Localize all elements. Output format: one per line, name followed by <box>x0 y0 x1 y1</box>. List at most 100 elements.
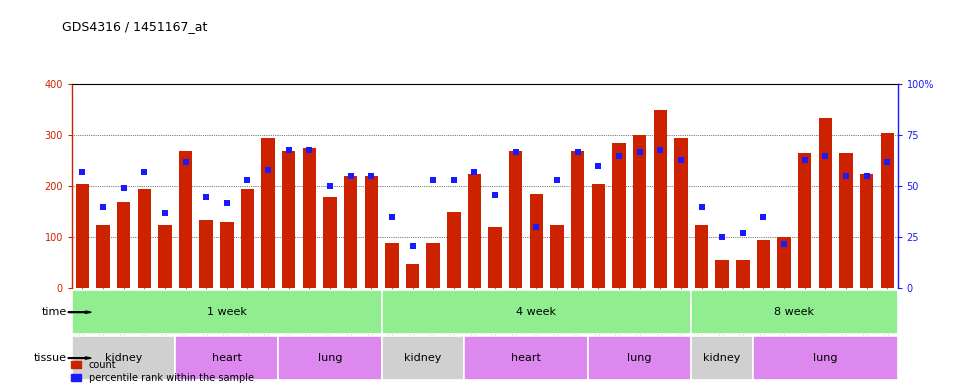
Text: tissue: tissue <box>35 353 67 363</box>
Point <box>364 173 379 179</box>
Point <box>838 173 853 179</box>
Bar <box>691 290 898 334</box>
Bar <box>588 336 691 380</box>
Bar <box>382 336 465 380</box>
Point <box>488 192 503 198</box>
Bar <box>798 153 811 288</box>
Bar <box>880 133 894 288</box>
Bar <box>674 138 687 288</box>
Bar <box>778 237 791 288</box>
Point <box>116 185 132 192</box>
Point <box>136 169 152 175</box>
Bar <box>344 176 357 288</box>
Text: GDS4316 / 1451167_at: GDS4316 / 1451167_at <box>62 20 207 33</box>
Text: kidney: kidney <box>404 353 442 363</box>
Bar <box>282 151 296 288</box>
Point <box>260 167 276 173</box>
Bar <box>302 148 316 288</box>
Point <box>178 159 193 165</box>
Point <box>549 177 564 184</box>
Bar <box>426 243 440 288</box>
Point <box>879 159 895 165</box>
Point <box>756 214 771 220</box>
Bar <box>550 225 564 288</box>
Point <box>673 157 688 163</box>
Point <box>199 194 214 200</box>
Text: time: time <box>42 307 67 317</box>
Point <box>219 200 234 206</box>
Bar <box>571 151 585 288</box>
Bar <box>200 220 213 288</box>
Point <box>405 243 420 249</box>
Text: heart: heart <box>511 353 541 363</box>
Bar <box>860 174 874 288</box>
Point <box>818 153 833 159</box>
Point <box>281 147 297 153</box>
Bar <box>220 222 233 288</box>
Bar <box>447 212 461 288</box>
Point <box>529 224 544 230</box>
Point <box>384 214 399 220</box>
Point <box>653 147 668 153</box>
Legend: count, percentile rank within the sample: count, percentile rank within the sample <box>67 356 257 384</box>
Bar <box>96 225 109 288</box>
Bar <box>72 290 382 334</box>
Point <box>508 149 523 155</box>
Text: lung: lung <box>318 353 343 363</box>
Point <box>735 230 751 237</box>
Bar <box>753 336 898 380</box>
Point <box>467 169 482 175</box>
Point <box>240 177 255 184</box>
Point <box>590 163 606 169</box>
Bar <box>278 336 381 380</box>
Bar <box>591 184 605 288</box>
Bar <box>530 194 543 288</box>
Bar <box>117 202 131 288</box>
Point <box>323 184 338 190</box>
Point <box>714 234 730 240</box>
Bar <box>179 151 192 288</box>
Bar <box>612 143 626 288</box>
Point <box>95 204 110 210</box>
Bar <box>158 225 172 288</box>
Point <box>797 157 812 163</box>
Bar <box>76 184 89 288</box>
Bar <box>175 336 278 380</box>
Bar <box>406 265 420 288</box>
Bar <box>241 189 254 288</box>
Bar <box>756 240 770 288</box>
Point <box>570 149 586 155</box>
Text: heart: heart <box>212 353 242 363</box>
Point <box>301 147 317 153</box>
Text: 8 week: 8 week <box>775 307 814 317</box>
Text: 4 week: 4 week <box>516 307 557 317</box>
Point <box>425 177 441 184</box>
Bar <box>819 118 832 288</box>
Bar <box>468 174 481 288</box>
Bar <box>715 260 729 288</box>
Point <box>694 204 709 210</box>
Bar <box>839 153 852 288</box>
Bar <box>385 243 398 288</box>
Text: kidney: kidney <box>704 353 741 363</box>
Point <box>859 173 875 179</box>
Point <box>343 173 358 179</box>
Point <box>612 153 627 159</box>
Point <box>632 149 647 155</box>
Text: kidney: kidney <box>105 353 142 363</box>
Text: lung: lung <box>813 353 838 363</box>
Bar <box>137 189 151 288</box>
Bar <box>691 336 753 380</box>
Point <box>157 210 173 216</box>
Bar <box>633 136 646 288</box>
Bar <box>365 176 378 288</box>
Bar <box>489 227 502 288</box>
Point <box>777 240 792 247</box>
Bar <box>465 336 588 380</box>
Point <box>75 169 90 175</box>
Bar <box>736 260 750 288</box>
Bar <box>509 151 522 288</box>
Bar <box>654 110 667 288</box>
Bar <box>324 197 337 288</box>
Bar <box>695 225 708 288</box>
